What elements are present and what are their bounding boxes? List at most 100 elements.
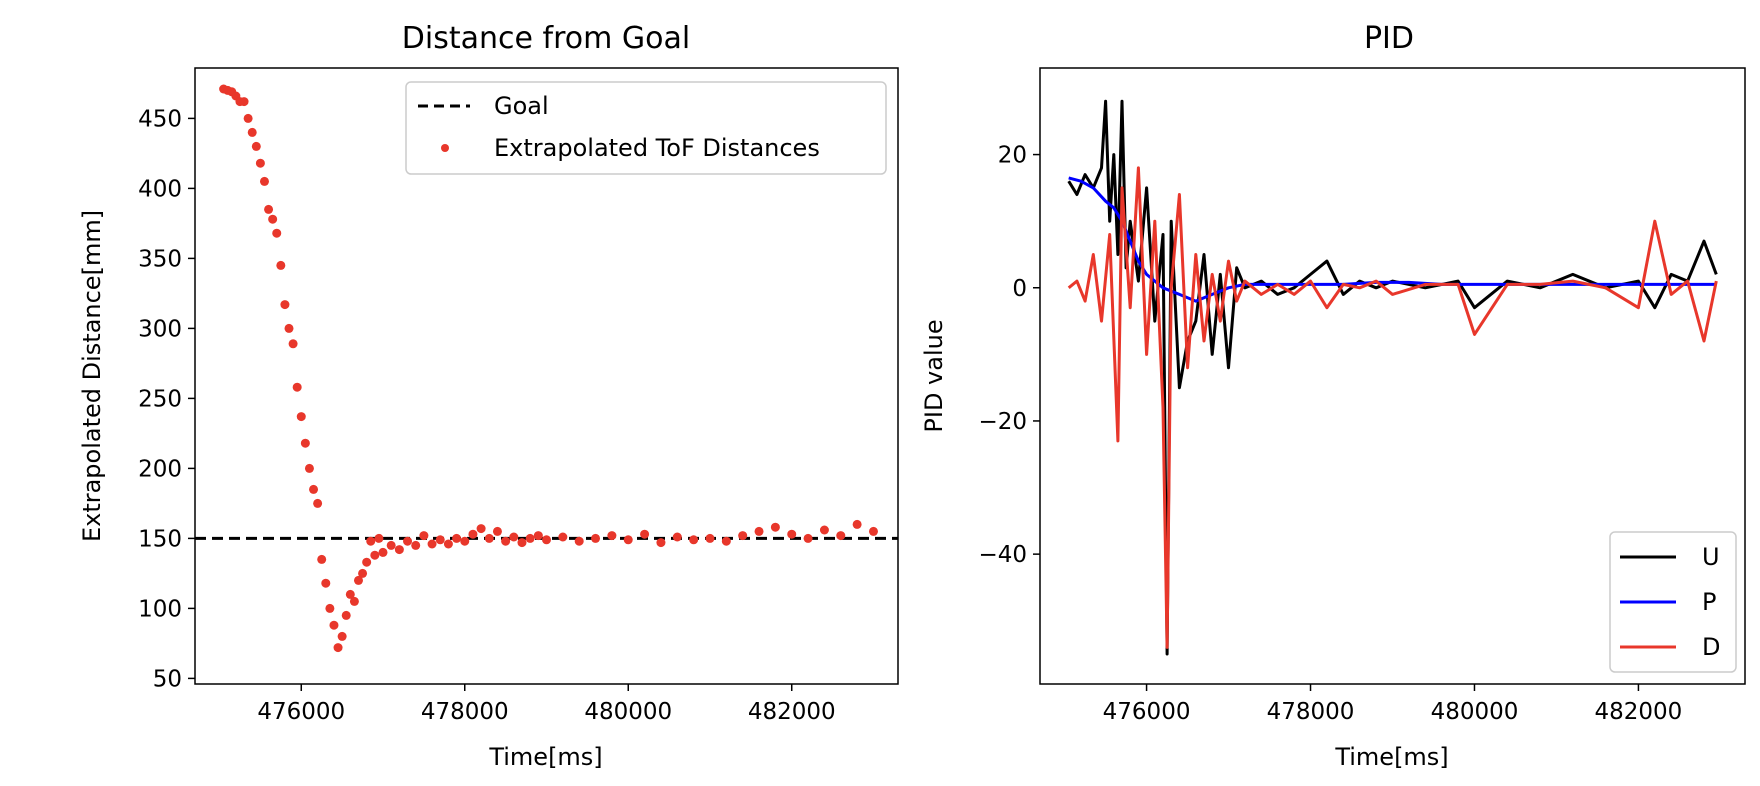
x-tick-label: 482000	[1595, 699, 1683, 725]
tof-point	[333, 643, 343, 653]
tof-point	[443, 539, 453, 549]
tof-point	[325, 603, 335, 613]
tof-point	[362, 557, 372, 567]
tof-point	[378, 547, 388, 557]
tof-point	[345, 589, 355, 599]
tof-point	[341, 610, 351, 620]
tof-point	[852, 519, 862, 529]
tof-point	[394, 545, 404, 555]
series-line-u	[1067, 99, 1718, 656]
distance-chart-xlabel: Time[ms]	[488, 743, 602, 771]
tof-point	[721, 536, 731, 546]
tof-point	[255, 158, 265, 168]
pid-chart-title: PID	[1364, 21, 1414, 56]
tof-point	[304, 463, 314, 473]
tof-point	[770, 522, 780, 532]
y-tick-label: 300	[138, 316, 182, 342]
tof-point	[386, 540, 396, 550]
x-tick-label: 480000	[584, 699, 672, 725]
distance-chart-marks	[195, 84, 898, 653]
tof-point	[329, 620, 339, 630]
y-tick-label: 50	[153, 666, 182, 692]
tof-point	[349, 596, 359, 606]
tof-point	[268, 214, 278, 224]
tof-point	[492, 526, 502, 536]
y-tick-label: 400	[138, 176, 182, 202]
y-tick-label: −20	[978, 409, 1027, 435]
distance-chart-axes: 476000 478000 480000 482000 50 100 150 200 250 30…	[138, 106, 836, 725]
tof-point	[468, 529, 478, 539]
y-tick-label: −40	[978, 542, 1027, 568]
y-tick-label: 250	[138, 386, 182, 412]
legend-goal-label: Goal	[494, 92, 549, 120]
tof-point	[411, 540, 421, 550]
tof-point	[836, 531, 846, 541]
tof-point	[705, 533, 715, 543]
tof-point	[272, 228, 282, 238]
tof-point	[374, 533, 384, 543]
x-tick-label: 476000	[1103, 699, 1191, 725]
tof-point	[787, 529, 797, 539]
tof-point	[501, 536, 511, 546]
y-tick-label: 200	[138, 456, 182, 482]
tof-point	[337, 631, 347, 641]
y-tick-label: 350	[138, 246, 182, 272]
tof-point	[591, 533, 601, 543]
tof-point	[284, 323, 294, 333]
tof-point	[574, 536, 584, 546]
distance-chart-title: Distance from Goal	[402, 21, 690, 56]
tof-point	[419, 531, 429, 541]
tof-point	[803, 533, 813, 543]
tof-point	[403, 536, 413, 546]
tof-point	[509, 532, 519, 542]
tof-point	[370, 550, 380, 560]
tof-point	[672, 532, 682, 542]
tof-point	[607, 531, 617, 541]
tof-point	[276, 260, 286, 270]
distance-chart-ylabel: Extrapolated Distance[mm]	[78, 210, 106, 542]
legend-u-label: U	[1702, 543, 1720, 571]
tof-point	[264, 204, 274, 214]
legend-tof-swatch	[441, 144, 449, 152]
legend-tof-label: Extrapolated ToF Distances	[494, 134, 820, 162]
tof-point	[558, 532, 568, 542]
pid-chart: PID 476000 478000 480000 482000 −40 −20 0 20 Ti…	[920, 21, 1746, 771]
pid-chart-legend: U P D	[1609, 531, 1737, 673]
legend-d-label: D	[1702, 633, 1720, 661]
x-tick-label: 478000	[421, 699, 509, 725]
tof-point	[640, 529, 650, 539]
tof-point	[689, 535, 699, 545]
tof-point	[366, 536, 376, 546]
y-tick-label: 0	[1012, 276, 1027, 302]
series-line-d	[1067, 166, 1718, 649]
tof-point	[353, 575, 363, 585]
tof-point	[251, 141, 261, 151]
pid-chart-frame	[1039, 67, 1746, 685]
tof-point	[517, 538, 527, 548]
tof-point	[476, 524, 486, 534]
tof-point	[754, 526, 764, 536]
tof-point	[358, 568, 368, 578]
tof-point	[533, 531, 543, 541]
y-tick-label: 150	[138, 526, 182, 552]
tof-point	[239, 97, 249, 107]
tof-point	[280, 300, 290, 310]
tof-point	[656, 538, 666, 548]
tof-point	[484, 533, 494, 543]
tof-point	[313, 498, 323, 508]
x-tick-label: 480000	[1431, 699, 1519, 725]
tof-point	[309, 484, 319, 494]
tof-point	[296, 412, 306, 422]
tof-point	[321, 578, 331, 588]
tof-point	[300, 438, 310, 448]
tof-point	[259, 176, 269, 186]
legend-box	[405, 81, 887, 175]
tof-point	[452, 533, 462, 543]
x-tick-label: 478000	[1267, 699, 1355, 725]
tof-point	[738, 531, 748, 541]
pid-chart-axes: 476000 478000 480000 482000 −40 −20 0 20	[978, 143, 1682, 725]
y-tick-label: 100	[138, 596, 182, 622]
tof-point	[542, 535, 551, 545]
